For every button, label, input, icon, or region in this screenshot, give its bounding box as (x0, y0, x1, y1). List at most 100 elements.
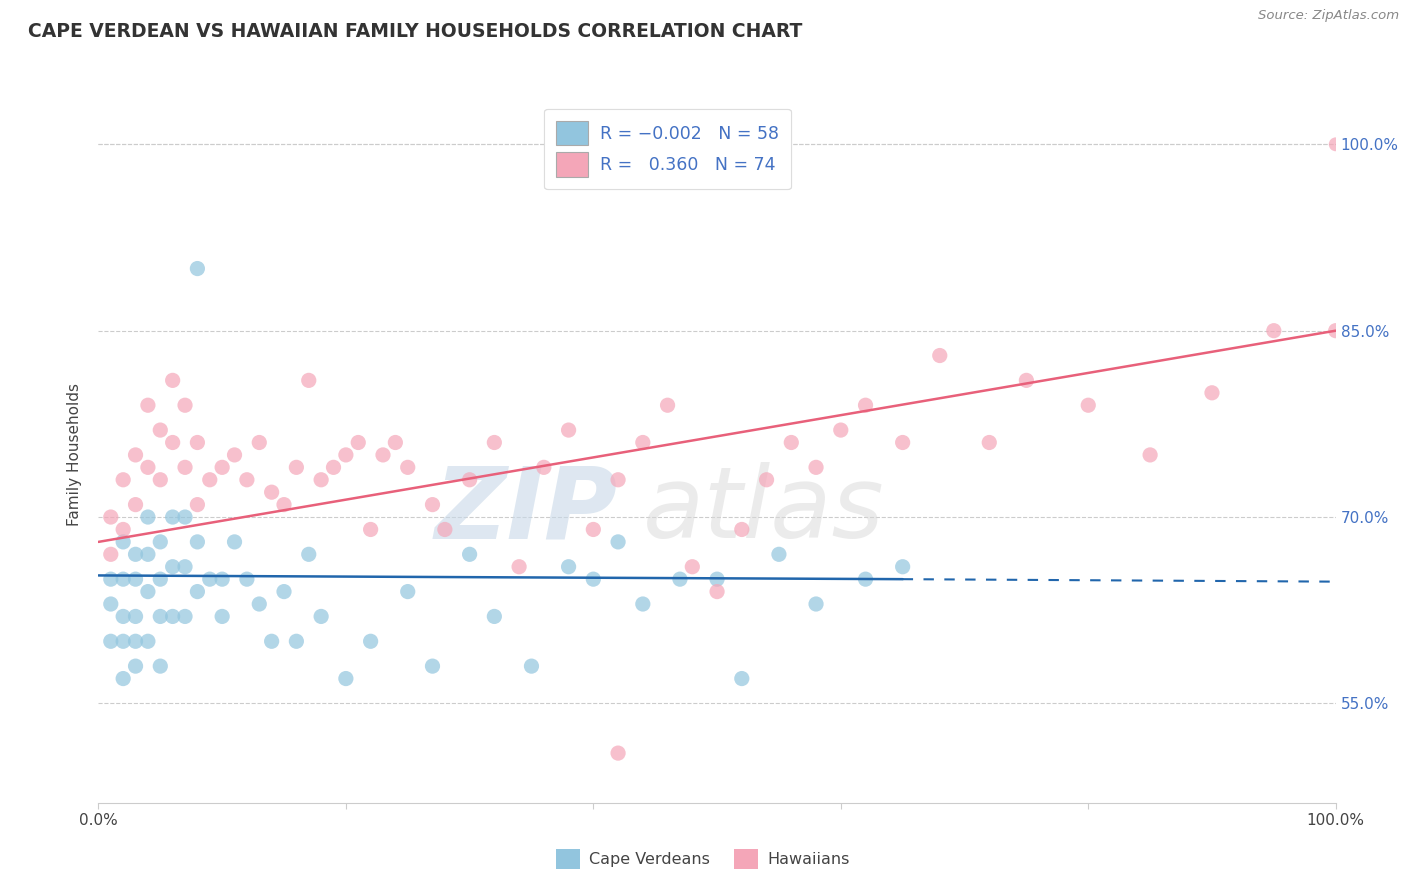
Point (804, 460, 827, 475)
Point (768, 547, 790, 561)
Point (484, 609, 506, 624)
Point (136, 584, 159, 599)
Point (433, 523, 456, 537)
Point (706, 584, 728, 599)
Point (136, 634, 159, 648)
Point (285, 460, 308, 475)
Point (112, 609, 135, 624)
Point (124, 448, 146, 462)
Legend: R = −0.002   N = 58, R =   0.360   N = 74: R = −0.002 N = 58, R = 0.360 N = 74 (544, 109, 792, 189)
Point (396, 460, 419, 475)
Point (112, 634, 135, 648)
Point (1324, 324, 1347, 338)
Point (371, 448, 394, 462)
Legend: Cape Verdeans, Hawaiians: Cape Verdeans, Hawaiians (550, 843, 856, 875)
Point (162, 373, 184, 387)
Point (607, 535, 630, 549)
Y-axis label: Family Households: Family Households (67, 384, 83, 526)
Point (681, 559, 703, 574)
Point (186, 261, 208, 276)
Point (1263, 324, 1285, 338)
Point (247, 435, 270, 450)
Point (162, 559, 184, 574)
Point (298, 547, 321, 561)
Point (804, 597, 827, 611)
Point (198, 572, 221, 586)
Point (1077, 398, 1099, 412)
Point (100, 547, 122, 561)
Point (100, 510, 122, 524)
Point (557, 423, 579, 437)
Point (211, 609, 233, 624)
Point (533, 460, 555, 475)
Point (260, 634, 283, 648)
Point (891, 435, 914, 450)
Point (186, 584, 208, 599)
Point (347, 435, 370, 450)
Point (136, 398, 159, 412)
Point (124, 634, 146, 648)
Point (149, 535, 172, 549)
Point (422, 659, 444, 673)
Point (112, 523, 135, 537)
Point (1201, 385, 1223, 400)
Point (149, 473, 172, 487)
Point (384, 435, 406, 450)
Point (198, 473, 221, 487)
Point (891, 559, 914, 574)
Point (124, 609, 146, 624)
Point (273, 498, 295, 512)
Point (755, 473, 778, 487)
Point (309, 473, 332, 487)
Point (149, 609, 172, 624)
Point (124, 572, 146, 586)
Point (112, 535, 135, 549)
Point (186, 498, 208, 512)
Point (149, 659, 172, 673)
Point (1324, 137, 1347, 152)
Point (124, 547, 146, 561)
Point (186, 535, 208, 549)
Point (631, 435, 654, 450)
Point (928, 349, 950, 363)
Point (112, 473, 135, 487)
Point (855, 572, 877, 586)
Point (731, 672, 754, 686)
Point (830, 423, 852, 437)
Point (335, 448, 357, 462)
Point (136, 510, 159, 524)
Point (136, 547, 159, 561)
Point (112, 672, 135, 686)
Point (582, 572, 605, 586)
Point (298, 373, 321, 387)
Point (1139, 448, 1161, 462)
Point (124, 498, 146, 512)
Point (322, 460, 344, 475)
Point (458, 473, 481, 487)
Point (508, 559, 530, 574)
Point (186, 435, 208, 450)
Text: ZIP: ZIP (434, 462, 619, 559)
Point (112, 572, 135, 586)
Point (731, 523, 754, 537)
Point (285, 634, 308, 648)
Point (669, 572, 692, 586)
Point (458, 547, 481, 561)
Text: Source: ZipAtlas.com: Source: ZipAtlas.com (1258, 9, 1399, 22)
Point (236, 473, 259, 487)
Text: atlas: atlas (643, 462, 884, 559)
Point (124, 659, 146, 673)
Point (309, 609, 332, 624)
Point (780, 435, 803, 450)
Point (100, 597, 122, 611)
Point (224, 535, 246, 549)
Point (360, 523, 382, 537)
Point (162, 510, 184, 524)
Point (149, 572, 172, 586)
Point (136, 460, 159, 475)
Point (706, 572, 728, 586)
Point (335, 672, 357, 686)
Point (855, 398, 877, 412)
Point (174, 510, 197, 524)
Point (174, 398, 197, 412)
